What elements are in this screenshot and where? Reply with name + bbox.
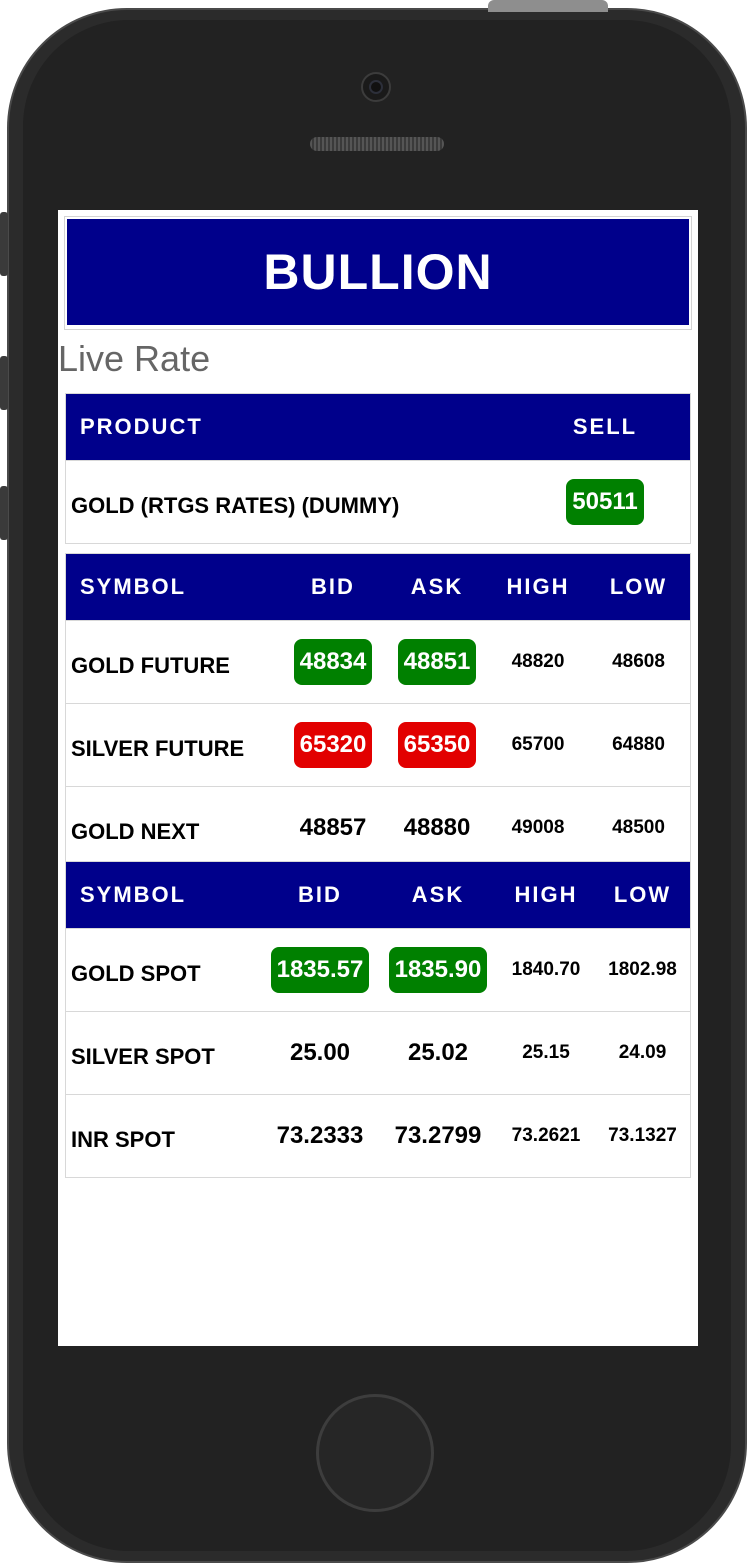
high-value: 48820	[511, 651, 565, 672]
high-cell: 73.2621	[497, 1094, 595, 1178]
ask-cell: 48851	[385, 620, 489, 704]
high-value: 65700	[511, 734, 565, 755]
low-cell: 1802.98	[595, 928, 691, 1012]
banner-background: BULLION	[67, 219, 689, 325]
high-cell: 25.15	[497, 1011, 595, 1095]
high-value: 25.15	[522, 1042, 570, 1063]
bid-value: 73.2333	[276, 1122, 364, 1149]
bid-cell: 25.00	[261, 1011, 379, 1095]
section-title: Live Rate	[58, 338, 211, 379]
low-value: 48500	[612, 817, 665, 838]
table-header-row: SYMBOL BID ASK HIGH LOW	[65, 553, 691, 621]
ask-cell: 48880	[385, 786, 489, 870]
bid-value: 65320	[293, 722, 373, 768]
bid-cell: 48834	[281, 620, 385, 704]
table-row: GOLD SPOT 1835.57 1835.90 1840.70 1802.98	[65, 928, 691, 1012]
column-header-low: LOW	[587, 553, 691, 621]
column-header-high: HIGH	[497, 861, 595, 929]
front-camera-icon	[361, 72, 391, 102]
ask-cell: 25.02	[379, 1011, 497, 1095]
table-row: GOLD NEXT 48857 48880 49008 48500	[65, 786, 691, 870]
bid-cell: 65320	[281, 703, 385, 787]
high-value: 1840.70	[511, 959, 581, 980]
mute-switch	[0, 212, 8, 276]
high-cell: 65700	[489, 703, 587, 787]
bid-value: 48834	[293, 639, 373, 685]
high-cell: 1840.70	[497, 928, 595, 1012]
sell-cell: 50511	[520, 460, 691, 544]
column-header-bid: BID	[261, 861, 379, 929]
ask-value: 65350	[397, 722, 477, 768]
volume-up-button	[0, 356, 8, 410]
table-row: GOLD FUTURE 48834 48851 48820 48608	[65, 620, 691, 704]
high-cell: 48820	[489, 620, 587, 704]
ask-cell: 73.2799	[379, 1094, 497, 1178]
ask-value: 25.02	[407, 1039, 469, 1066]
ask-value: 1835.90	[388, 947, 488, 993]
low-cell: 64880	[587, 703, 691, 787]
low-value: 48608	[612, 651, 665, 672]
column-header-product: PRODUCT	[65, 393, 520, 461]
ask-cell: 1835.90	[379, 928, 497, 1012]
symbol-name: SILVER FUTURE	[65, 703, 281, 787]
low-value: 64880	[612, 734, 665, 755]
table-header-row: SYMBOL BID ASK HIGH LOW	[65, 861, 691, 929]
low-value: 24.09	[618, 1042, 667, 1063]
column-header-high: HIGH	[489, 553, 587, 621]
high-value: 49008	[511, 817, 565, 838]
spot-rate-table: SYMBOL BID ASK HIGH LOW GOLD SPOT 1835.57…	[65, 861, 691, 1178]
column-header-sell: SELL	[520, 393, 691, 461]
product-name: GOLD (RTGS RATES) (DUMMY)	[65, 460, 520, 544]
bid-cell: 48857	[281, 786, 385, 870]
low-cell: 48500	[587, 786, 691, 870]
brand-banner: BULLION	[64, 216, 692, 330]
ask-value: 48851	[397, 639, 477, 685]
bid-value: 25.00	[289, 1039, 351, 1066]
futures-rate-table: SYMBOL BID ASK HIGH LOW GOLD FUTURE 48834…	[65, 553, 691, 870]
ask-value: 48880	[403, 814, 471, 841]
column-header-symbol: SYMBOL	[65, 861, 261, 929]
symbol-name: SILVER SPOT	[65, 1011, 261, 1095]
low-cell: 24.09	[595, 1011, 691, 1095]
low-value: 73.1327	[608, 1125, 677, 1146]
symbol-name: GOLD NEXT	[65, 786, 281, 870]
column-header-ask: ASK	[379, 861, 497, 929]
brand-title: BULLION	[263, 244, 493, 300]
symbol-name: GOLD SPOT	[65, 928, 261, 1012]
ask-value: 73.2799	[394, 1122, 482, 1149]
bid-value: 48857	[299, 814, 367, 841]
table-row: SILVER FUTURE 65320 65350 65700 64880	[65, 703, 691, 787]
app-screen: BULLION Live Rate PRODUCT SELL GOLD (RTG…	[58, 210, 698, 1346]
ask-cell: 65350	[385, 703, 489, 787]
sell-rate: 50511	[566, 479, 644, 525]
power-button	[488, 0, 608, 12]
low-cell: 48608	[587, 620, 691, 704]
bid-value: 1835.57	[270, 947, 370, 993]
column-header-ask: ASK	[385, 553, 489, 621]
symbol-name: GOLD FUTURE	[65, 620, 281, 704]
table-row: SILVER SPOT 25.00 25.02 25.15 24.09	[65, 1011, 691, 1095]
symbol-name: INR SPOT	[65, 1094, 261, 1178]
column-header-low: LOW	[595, 861, 691, 929]
bid-cell: 73.2333	[261, 1094, 379, 1178]
product-rate-table: PRODUCT SELL GOLD (RTGS RATES) (DUMMY) 5…	[65, 393, 691, 544]
column-header-symbol: SYMBOL	[65, 553, 281, 621]
low-cell: 73.1327	[595, 1094, 691, 1178]
table-header-row: PRODUCT SELL	[65, 393, 691, 461]
low-value: 1802.98	[608, 959, 677, 980]
table-row: GOLD (RTGS RATES) (DUMMY) 50511	[65, 460, 691, 544]
home-button[interactable]	[316, 1394, 434, 1512]
column-header-bid: BID	[281, 553, 385, 621]
table-row: INR SPOT 73.2333 73.2799 73.2621 73.1327	[65, 1094, 691, 1178]
high-value: 73.2621	[511, 1125, 581, 1146]
bid-cell: 1835.57	[261, 928, 379, 1012]
high-cell: 49008	[489, 786, 587, 870]
earpiece-speaker	[310, 137, 444, 151]
volume-down-button	[0, 486, 8, 540]
